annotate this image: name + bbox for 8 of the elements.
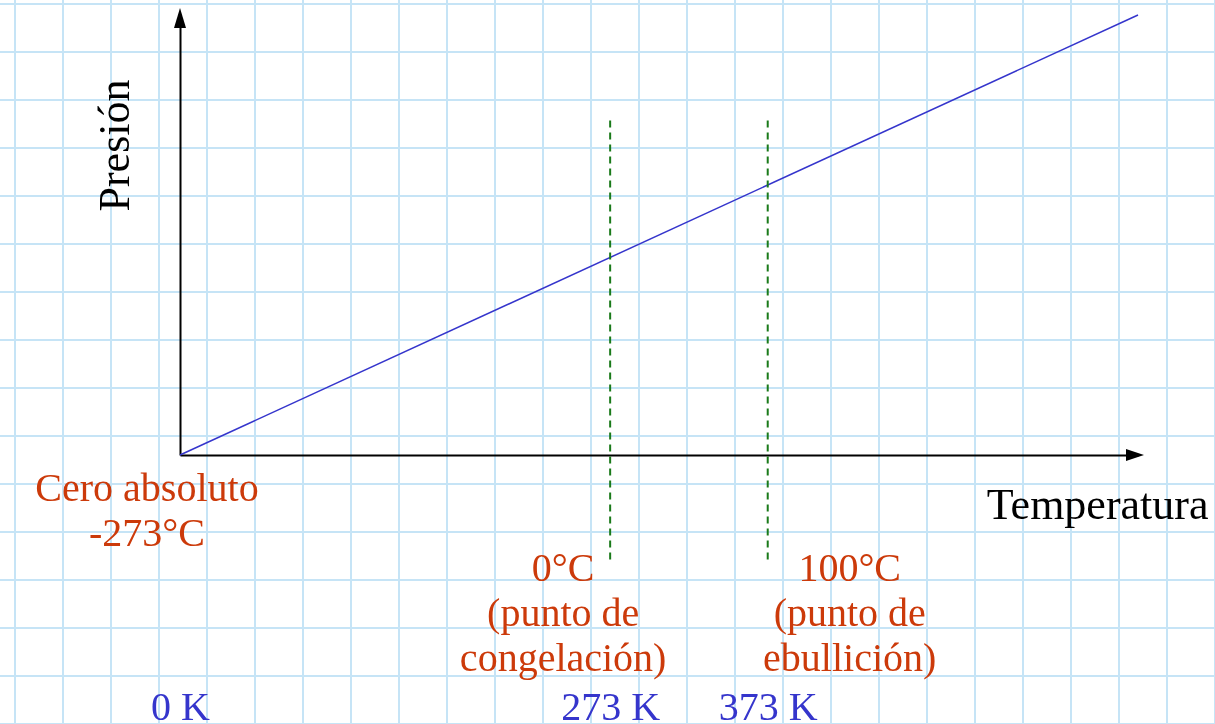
- annotation: Cero absoluto -273°C: [35, 465, 259, 555]
- ref-line-label: 0°C (punto de congelación): [459, 545, 667, 680]
- x-tick-label: 273 K: [561, 683, 661, 724]
- x-axis-title: Temperatura: [986, 479, 1209, 529]
- y-axis-title: Presión: [89, 79, 139, 212]
- x-tick-label: 0 K: [151, 683, 211, 724]
- x-tick-label: 373 K: [718, 683, 818, 724]
- ref-line-label: 100°C (punto de ebullición): [763, 545, 937, 680]
